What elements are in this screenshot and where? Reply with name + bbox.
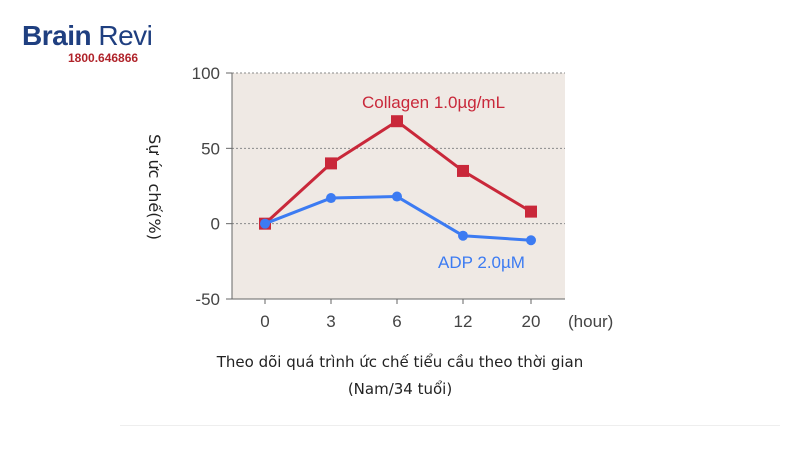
- x-tick-label: 12: [454, 312, 473, 331]
- bottom-divider: [120, 425, 780, 426]
- data-point-circle: [260, 218, 270, 229]
- plot-area: [232, 73, 565, 299]
- data-point-circle: [392, 191, 402, 202]
- x-unit-label: (hour): [568, 312, 613, 331]
- x-tick-label: 3: [326, 312, 335, 331]
- gridlines: [232, 72, 565, 225]
- y-tick-label: 100: [192, 64, 220, 83]
- data-point-circle: [526, 235, 536, 246]
- x-tick-label: 6: [392, 312, 401, 331]
- brand-phone: 1800.646866: [68, 51, 139, 65]
- series-adp: [260, 191, 536, 246]
- data-point-square: [457, 164, 469, 177]
- data-point-square: [525, 205, 537, 218]
- brand-name-light: Revi: [91, 20, 153, 51]
- y-axis-label: Sự ức chế(%): [145, 134, 164, 240]
- axes: [226, 72, 565, 304]
- x-tick-label: 0: [260, 312, 269, 331]
- brand-logo: Brain Revi 1800.646866: [22, 20, 153, 66]
- x-tick-label: 20: [522, 312, 541, 331]
- y-tick-label: 0: [211, 215, 220, 234]
- y-tick-label: 50: [201, 139, 220, 158]
- series-labels: Collagen 1.0µg/mL ADP 2.0µM: [362, 93, 525, 272]
- y-tick-label: -50: [195, 290, 220, 309]
- series-label: ADP 2.0µM: [438, 253, 525, 272]
- series: [259, 115, 537, 246]
- data-point-square: [391, 115, 403, 128]
- brand-name-bold: Brain: [22, 20, 92, 51]
- data-point-square: [325, 157, 337, 170]
- data-point-circle: [458, 230, 468, 241]
- data-point-circle: [326, 193, 336, 204]
- caption-line-2: (Nam/34 tuổi): [347, 380, 453, 398]
- series-label: Collagen 1.0µg/mL: [362, 93, 505, 112]
- brand-name: Brain Revi: [22, 20, 153, 51]
- inhibition-chart: 100 50 0 -50 0 3 6 12 20 (hour) Collagen 1.0µg/mL…: [145, 64, 614, 331]
- caption-line-1: Theo dõi quá trình ức chế tiểu cầu theo …: [216, 353, 584, 371]
- tick-labels: 100 50 0 -50 0 3 6 12 20 (hour): [192, 64, 614, 331]
